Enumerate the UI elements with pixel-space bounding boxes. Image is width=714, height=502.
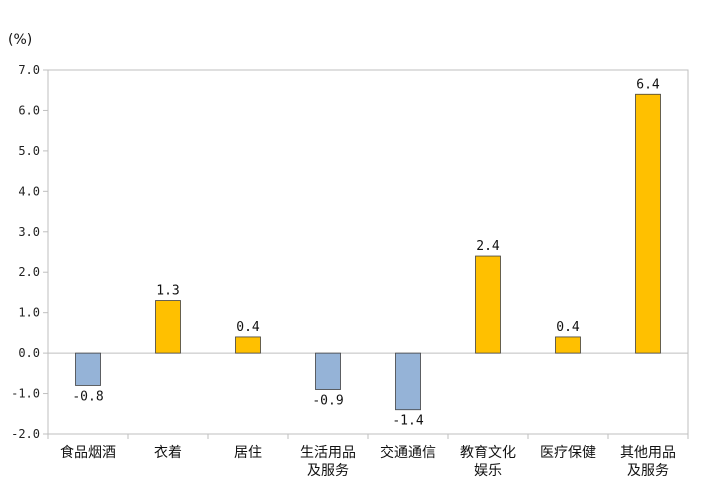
category-label: 交通通信 bbox=[380, 444, 436, 461]
data-label: -0.9 bbox=[312, 394, 343, 409]
category-label: 教育文化 bbox=[460, 445, 516, 461]
bar bbox=[75, 352, 101, 386]
data-label: 2.4 bbox=[476, 239, 500, 254]
y-tick-label: 1.0 bbox=[18, 306, 40, 320]
bar bbox=[555, 336, 581, 354]
y-tick-label: 0.0 bbox=[18, 346, 40, 360]
data-label: 0.4 bbox=[236, 320, 260, 335]
y-tick-label: -2.0 bbox=[11, 427, 40, 441]
bar bbox=[155, 300, 181, 354]
bar bbox=[475, 255, 501, 354]
category-label: 娱乐 bbox=[474, 463, 502, 479]
y-tick-label: 5.0 bbox=[18, 144, 40, 158]
data-label: -1.4 bbox=[392, 414, 423, 429]
category-label: 居住 bbox=[234, 445, 262, 461]
category-label: 及服务 bbox=[307, 463, 349, 479]
data-labels: -0.8 1.3 0.4 -0.9 -1.4 2.4 0.4 6.4 bbox=[72, 77, 660, 428]
category-label: 生活用品 bbox=[300, 445, 356, 461]
category-label: 医疗保健 bbox=[540, 445, 596, 461]
category-label: 及服务 bbox=[627, 463, 669, 479]
bar bbox=[635, 93, 661, 354]
category-label: 食品烟酒 bbox=[60, 444, 116, 461]
y-unit-label: (%) bbox=[8, 32, 32, 48]
plot-border bbox=[47, 69, 689, 435]
bar bbox=[315, 352, 341, 390]
data-label: 0.4 bbox=[556, 320, 580, 335]
data-label: 6.4 bbox=[636, 77, 660, 92]
y-tick-label: 6.0 bbox=[18, 103, 40, 117]
y-tick-label: 2.0 bbox=[18, 265, 40, 279]
data-label: -0.8 bbox=[72, 389, 103, 404]
category-label: 衣着 bbox=[154, 445, 182, 461]
y-tick-label: 3.0 bbox=[18, 225, 40, 239]
category-label: 其他用品 bbox=[620, 445, 676, 461]
bar bbox=[235, 336, 261, 354]
bar bbox=[395, 352, 421, 411]
plot-frame bbox=[47, 69, 689, 435]
data-label: 1.3 bbox=[156, 284, 179, 299]
y-axis-ticks: 7.0 6.0 5.0 4.0 3.0 2.0 1.0 0.0 -1.0 -2.0 bbox=[11, 63, 689, 441]
y-tick-label: 7.0 bbox=[18, 63, 40, 77]
y-tick-label: -1.0 bbox=[11, 387, 40, 401]
y-tick-label: 4.0 bbox=[18, 184, 40, 198]
bars bbox=[75, 93, 661, 411]
